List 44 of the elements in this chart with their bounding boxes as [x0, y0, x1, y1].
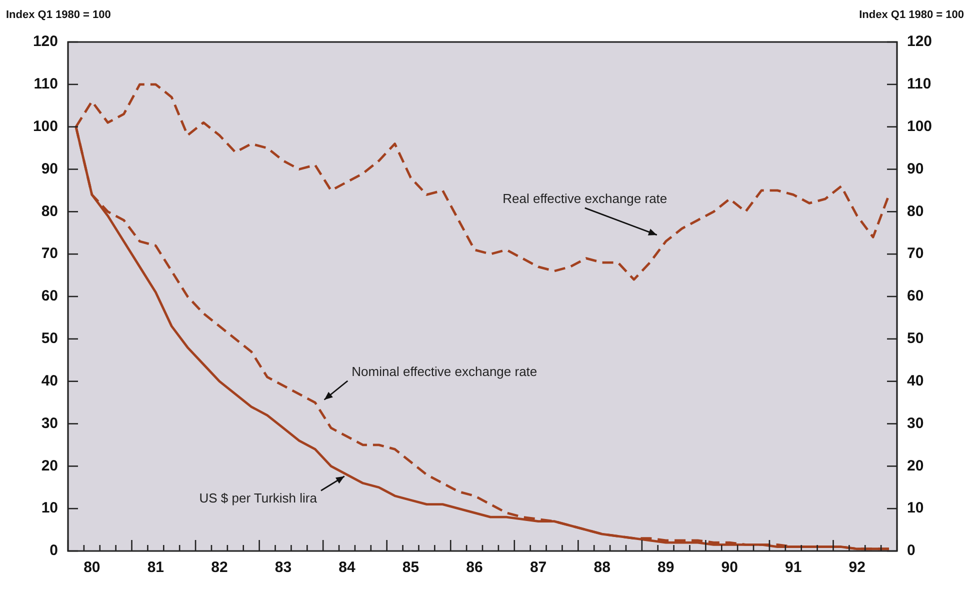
y2-tick-label: 80 — [907, 202, 924, 220]
x-tick-label: 90 — [721, 559, 738, 576]
y2-tick-label: 100 — [907, 118, 932, 135]
y-tick-label: 50 — [41, 330, 58, 348]
x-tick-label: 83 — [274, 559, 292, 576]
y-tick-label: 60 — [41, 288, 58, 305]
y-tick-label: 100 — [32, 118, 58, 135]
x-tick-label: 91 — [785, 559, 802, 576]
y2-tick-label: 40 — [907, 372, 924, 390]
x-tick-label: 80 — [84, 559, 100, 576]
x-tick-label: 92 — [848, 559, 866, 576]
x-tick-label: 85 — [402, 559, 420, 576]
x-tick-label: 81 — [147, 559, 164, 576]
y-axis-title: Index Q1 1980 = 100 — [6, 9, 111, 21]
x-tick-label: 86 — [466, 559, 483, 576]
annotation: Real effective exchange rate — [502, 190, 668, 206]
y-tick-label: 0 — [50, 542, 58, 560]
y2-axis-title: Index Q1 1980 = 100 — [859, 9, 964, 21]
y-tick-label: 70 — [41, 245, 58, 262]
y2-tick-label: 70 — [907, 245, 924, 262]
y2-tick-label: 0 — [907, 542, 916, 560]
y-tick-label: 40 — [41, 372, 58, 390]
y2-tick-label: 120 — [907, 33, 932, 50]
x-tick-label: 87 — [530, 559, 547, 576]
y-tick-label: 10 — [41, 500, 58, 517]
y2-tick-label: 110 — [907, 76, 932, 93]
y-tick-label: 80 — [41, 202, 58, 220]
x-tick-label: 82 — [211, 559, 228, 576]
y2-tick-label: 90 — [907, 160, 924, 178]
x-tick-label: 88 — [594, 559, 610, 576]
x-tick-label: 89 — [657, 559, 674, 576]
y2-tick-label: 30 — [907, 414, 924, 432]
y-tick-label: 120 — [32, 33, 58, 50]
x-tick-label: 84 — [338, 559, 356, 576]
y-tick-label: 90 — [41, 160, 58, 178]
y2-tick-label: 10 — [907, 500, 924, 517]
y2-tick-label: 60 — [907, 288, 924, 305]
annotation: US $ per Turkish lira — [199, 490, 318, 506]
y-tick-label: 20 — [41, 457, 58, 474]
y-tick-label: 30 — [41, 414, 58, 432]
y-tick-label: 110 — [34, 76, 58, 93]
y2-tick-label: 50 — [907, 330, 924, 348]
annotation: Nominal effective exchange rate — [352, 364, 538, 379]
y2-tick-label: 20 — [907, 457, 924, 474]
